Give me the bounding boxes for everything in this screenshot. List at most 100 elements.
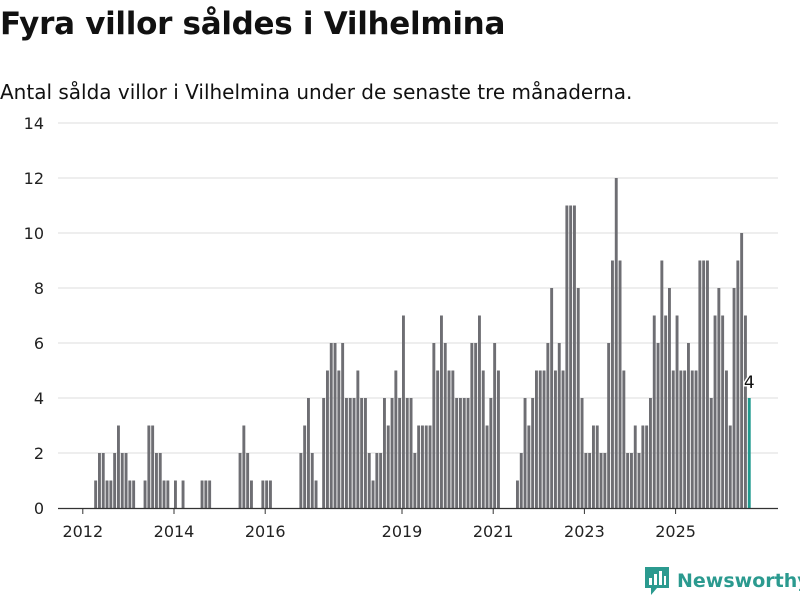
- bar: [618, 260, 622, 508]
- bar: [690, 370, 694, 508]
- bar: [117, 425, 120, 508]
- brand-name: Newsworthy: [677, 570, 800, 592]
- bar: [402, 315, 405, 508]
- bar: [664, 315, 668, 508]
- bar: [740, 233, 744, 508]
- bar: [310, 453, 314, 508]
- bar: [660, 260, 664, 508]
- bar: [348, 398, 352, 508]
- bar: [519, 453, 523, 508]
- bar: [614, 178, 618, 508]
- x-tick-label: 2025: [655, 522, 696, 541]
- bar-chart-icon: [645, 567, 669, 595]
- bar: [656, 343, 660, 508]
- bar: [683, 370, 687, 508]
- bar: [478, 315, 481, 508]
- bar: [493, 343, 497, 508]
- bar: [698, 260, 702, 508]
- x-tick-label: 2019: [382, 522, 423, 541]
- x-tick-label: 2014: [154, 522, 195, 541]
- bar: [725, 370, 728, 508]
- bar: [147, 425, 151, 508]
- bar: [345, 398, 348, 508]
- bar: [637, 453, 641, 508]
- newsworthy-logo: Newsworthy: [644, 566, 800, 596]
- bar: [603, 453, 607, 508]
- bar: [668, 288, 671, 508]
- bar: [580, 398, 584, 508]
- bar: [550, 288, 554, 508]
- bar: [428, 425, 432, 508]
- bar: [151, 425, 155, 508]
- bar: [386, 425, 390, 508]
- bar: [269, 480, 272, 508]
- x-tick-label: 2023: [564, 522, 605, 541]
- bar: [527, 425, 531, 508]
- bar: [630, 453, 633, 508]
- bar: [554, 370, 557, 508]
- bar: [611, 260, 614, 508]
- bar: [542, 370, 546, 508]
- bar: [713, 315, 717, 508]
- bar: [576, 288, 580, 508]
- bar: [538, 370, 542, 508]
- bar: [181, 480, 185, 508]
- bar: [155, 453, 158, 508]
- bar: [455, 398, 459, 508]
- bar: [120, 453, 124, 508]
- bar: [702, 260, 706, 508]
- bar: [584, 453, 588, 508]
- y-tick-label: 12: [24, 169, 44, 188]
- bar-chart: 0 2 4 6 8 10 12 14 4 2012 2014 2016 2019 2021 2023 2025: [24, 114, 778, 541]
- bar: [322, 398, 326, 508]
- bar: [732, 288, 736, 508]
- bar: [489, 398, 493, 508]
- bar: [516, 480, 519, 508]
- bar: [671, 370, 675, 508]
- bar: [162, 480, 166, 508]
- bar: [474, 343, 478, 508]
- bar: [569, 205, 573, 508]
- bar: [242, 425, 246, 508]
- bar: [383, 398, 386, 508]
- bar: [417, 425, 421, 508]
- bar: [371, 480, 375, 508]
- bar: [561, 370, 565, 508]
- bar: [588, 453, 592, 508]
- y-tick-label: 8: [34, 279, 44, 298]
- bar: [113, 453, 117, 508]
- bar: [329, 343, 333, 508]
- bar: [424, 425, 428, 508]
- bar: [626, 453, 630, 508]
- bar: [451, 370, 455, 508]
- bar: [356, 370, 360, 508]
- bar: [143, 480, 147, 508]
- bar: [379, 453, 383, 508]
- bar: [557, 343, 561, 508]
- bar: [592, 425, 595, 508]
- bar: [299, 453, 303, 508]
- bar: [447, 370, 451, 508]
- bar: [736, 260, 740, 508]
- bar: [166, 480, 170, 508]
- x-tick-label: 2016: [245, 522, 286, 541]
- bar: [360, 398, 364, 508]
- bar: [109, 480, 113, 508]
- bar: [744, 315, 747, 508]
- bar: [694, 370, 698, 508]
- bar: [337, 370, 341, 508]
- bar: [721, 315, 725, 508]
- bar: [645, 425, 649, 508]
- x-tick-label: 2021: [473, 522, 514, 541]
- chart-title: Fyra villor såldes i Vilhelmina: [0, 6, 506, 42]
- bar: [687, 343, 690, 508]
- bar: [546, 343, 550, 508]
- bar: [709, 398, 713, 508]
- bar: [459, 398, 462, 508]
- bar: [679, 370, 683, 508]
- bar: [649, 398, 652, 508]
- bar: [485, 425, 489, 508]
- y-tick-label: 6: [34, 334, 44, 353]
- bar: [367, 453, 371, 508]
- y-tick-label: 2: [34, 444, 44, 463]
